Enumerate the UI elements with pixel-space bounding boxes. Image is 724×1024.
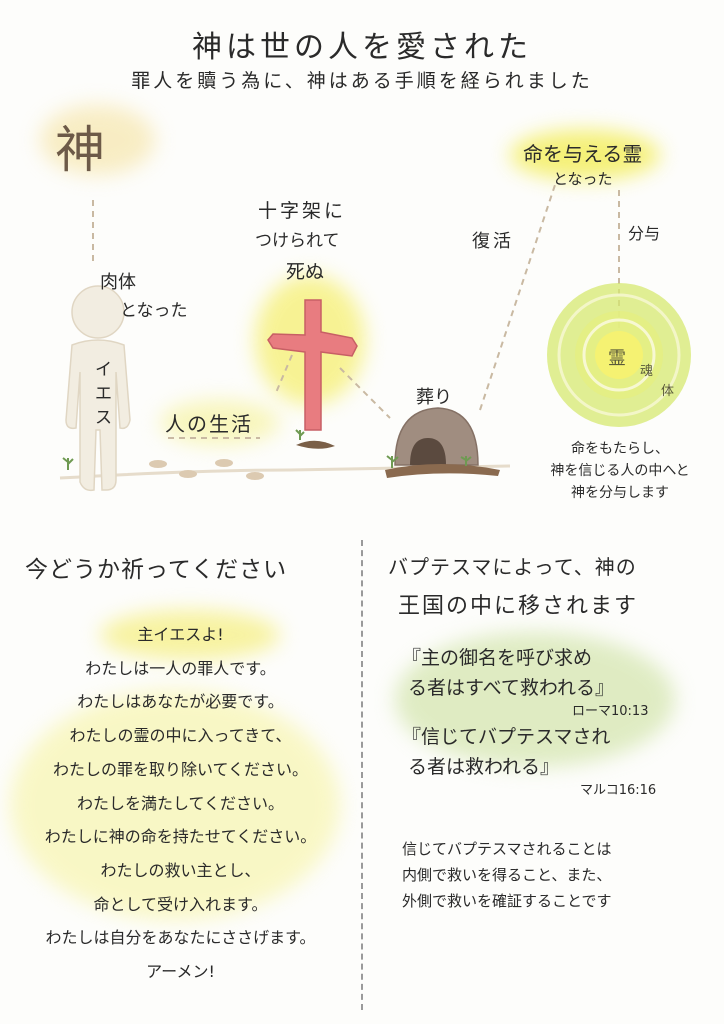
impart-note-line: 神を分与します [571,485,669,501]
tomb-entrance [410,438,446,465]
impart-note-line: 神を信じる人の中へと [550,463,690,479]
prayer-wash-body [10,690,340,920]
spirit-label-1: 命を与える霊 [523,142,643,166]
jesus-figure [65,285,131,492]
cross-label-1: 十字架に [258,200,347,222]
baptism-note-line: 外側で救いを確証することです [402,892,612,910]
cross-label-2: つけられて [255,231,340,251]
impart-note: 命をもたらし、 神を信じる人の中へと 神を分与します [540,438,700,504]
prayer-line: わたしは一人の罪人です。 [85,658,276,678]
connector-cross-left [274,354,293,396]
cross [267,299,358,431]
prayer-text: 主イエスよ! わたしは一人の罪人です。 わたしはあなたが必要です。 わたしの霊の… [0,618,361,989]
prayer-line: わたしを満たしてください。 [76,793,285,813]
prayer-line: わたしはあなたが必要です。 [77,692,284,712]
prayer-line: わたしは自分をあなたにささげます。 [45,928,316,948]
prayer-line: わたしの霊の中に入ってきて、 [69,726,292,746]
prayer-line: わたしの救い主とし、 [100,860,261,880]
god-character: 神 [55,121,105,179]
impart-label: 分与 [628,224,661,243]
flesh-label-2: となった [120,301,188,321]
prayer-heading: 今どうか祈ってください [25,557,288,583]
connector-cross-tomb [339,367,391,419]
verse1-line2: る者はすべて救われる』 [408,677,614,699]
verse2-line2: る者は救われる』 [408,756,560,778]
plants [62,429,472,470]
verse1-ref: ローマ10:13 [572,704,649,719]
tomb-ground [385,464,500,478]
prayer-line: わたしに神の命を持たせてください。 [44,827,317,847]
page-title: 神は世の人を愛された [192,30,532,65]
page-subtitle: 罪人を贖う為に、神はある手順を経られました [131,70,593,92]
god-wash [40,105,155,175]
impart-note-line: 命をもたらし、 [571,441,669,457]
verse2-ref: マルコ16:16 [580,783,657,798]
verse-wash [395,632,675,767]
prayer-line: アーメン! [146,962,215,982]
connector-resurrection [479,184,556,411]
jesus-label: イエス [95,360,112,428]
verse2-line1: 『信じてバプテスマされ [402,726,611,748]
verse1-line1: 『主の御名を呼び求め [402,647,593,669]
prayer-line: 主イエスよ! [137,625,224,644]
ring-line-outer [557,293,681,417]
baptism-heading-2: 王国の中に移されます [398,594,639,619]
spirit-label-2: となった [553,170,613,188]
ring-soul-label: 魂 [640,364,654,379]
prayer-line: 命として受け入れます。 [93,894,268,914]
baptism-heading-1: バプテスマによって、神の [388,555,637,579]
flesh-label-1: 肉体 [100,272,136,293]
resurrection-label: 復活 [472,231,514,252]
human-life-label: 人の生活 [165,412,253,436]
ring-spirit-label: 霊 [608,348,626,369]
cross-mound [296,440,335,449]
cross-label-3: 死ぬ [286,261,325,283]
prayer-line: わたしの罪を取り除いてください。 [52,759,309,779]
prayer-wash-top [100,610,280,660]
column-divider [361,540,363,1010]
ring-body-label: 体 [661,384,675,399]
baptism-note-line: 信じてバプテスマされることは [402,840,612,858]
spirit-label-wash [510,130,660,180]
baptism-note: 信じてバプテスマされることは 内側で救いを得ること、また、 外側で救いを確証する… [402,836,612,914]
burial-label: 葬り [416,387,452,408]
footprints [149,459,264,480]
ring-line-inner [582,318,656,392]
baptism-note-line: 内側で救いを得ること、また、 [402,866,612,884]
inner-ring-spirit [595,331,643,379]
